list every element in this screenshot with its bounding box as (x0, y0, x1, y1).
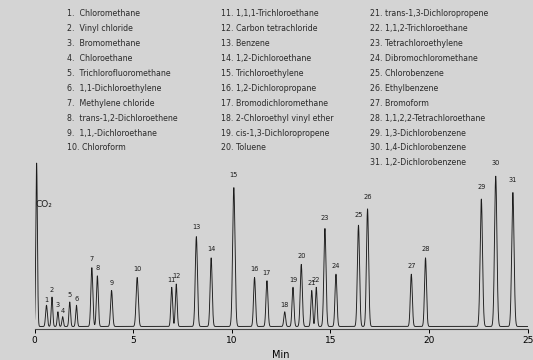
Text: 18. 2-Chloroethyl vinyl ether: 18. 2-Chloroethyl vinyl ether (221, 114, 334, 123)
Text: 12: 12 (172, 273, 181, 279)
Text: 26: 26 (364, 194, 372, 201)
Text: 6: 6 (74, 296, 78, 302)
Text: 9.  1,1,-Dichloroethane: 9. 1,1,-Dichloroethane (67, 129, 157, 138)
Text: 18: 18 (280, 302, 289, 309)
Text: 29. 1,3-Dichlorobenzene: 29. 1,3-Dichlorobenzene (370, 129, 466, 138)
Text: 13: 13 (192, 224, 200, 230)
Text: 5: 5 (68, 292, 72, 298)
Text: 5.  Trichlorofluoromethane: 5. Trichlorofluoromethane (67, 69, 170, 78)
Text: 30: 30 (491, 160, 500, 166)
Text: 15. Trichloroethylene: 15. Trichloroethylene (221, 69, 304, 78)
Text: 23: 23 (321, 215, 329, 221)
Text: 1.  Chloromethane: 1. Chloromethane (67, 9, 140, 18)
Text: 27. Bromoform: 27. Bromoform (370, 99, 429, 108)
Text: 10: 10 (133, 266, 141, 273)
Text: 4.  Chloroethane: 4. Chloroethane (67, 54, 132, 63)
Text: 15: 15 (230, 172, 238, 178)
Text: 16. 1,2-Dichloropropane: 16. 1,2-Dichloropropane (221, 84, 316, 93)
Text: CO₂: CO₂ (35, 200, 52, 209)
Text: 14: 14 (207, 246, 215, 252)
Text: 10. Chloroform: 10. Chloroform (67, 144, 125, 153)
Text: 27: 27 (407, 263, 416, 269)
Text: 8: 8 (95, 265, 100, 271)
Text: 16: 16 (251, 266, 259, 273)
Text: 3.  Bromomethane: 3. Bromomethane (67, 39, 140, 48)
Text: 21: 21 (308, 280, 316, 286)
Text: 1: 1 (44, 297, 49, 303)
Text: 23. Tetrachloroethylene: 23. Tetrachloroethylene (370, 39, 463, 48)
Text: 22. 1,1,2-Trichloroethane: 22. 1,1,2-Trichloroethane (370, 24, 468, 33)
Text: 26. Ethylbenzene: 26. Ethylbenzene (370, 84, 439, 93)
Text: 24: 24 (332, 263, 340, 269)
Text: 8.  trans-1,2-Dichloroethene: 8. trans-1,2-Dichloroethene (67, 114, 177, 123)
Text: 17: 17 (263, 270, 271, 276)
Text: 25. Chlorobenzene: 25. Chlorobenzene (370, 69, 444, 78)
Text: 17. Bromodichloromethane: 17. Bromodichloromethane (221, 99, 328, 108)
Text: 2: 2 (50, 287, 54, 293)
Text: 11. 1,1,1-Trichloroethane: 11. 1,1,1-Trichloroethane (221, 9, 319, 18)
Text: 31: 31 (509, 177, 517, 183)
Text: 19. cis-1,3-Dichloropropene: 19. cis-1,3-Dichloropropene (221, 129, 329, 138)
Text: 28: 28 (421, 246, 430, 252)
Text: 9: 9 (109, 280, 114, 286)
Text: 3: 3 (56, 302, 60, 309)
Text: 31. 1,2-Dichlorobenzene: 31. 1,2-Dichlorobenzene (370, 158, 466, 167)
Text: 28. 1,1,2,2-Tetrachloroethane: 28. 1,1,2,2-Tetrachloroethane (370, 114, 486, 123)
Text: 21. trans-1,3-Dichloropropene: 21. trans-1,3-Dichloropropene (370, 9, 489, 18)
Text: 4: 4 (61, 308, 65, 314)
Text: 7: 7 (90, 256, 94, 262)
X-axis label: Min: Min (272, 350, 290, 360)
Text: 2.  Vinyl chloride: 2. Vinyl chloride (67, 24, 133, 33)
Text: 25: 25 (354, 212, 363, 218)
Text: 20. Toluene: 20. Toluene (221, 144, 266, 153)
Text: 29: 29 (477, 184, 486, 190)
Text: 20: 20 (297, 253, 305, 259)
Text: 13. Benzene: 13. Benzene (221, 39, 270, 48)
Text: 14. 1,2-Dichloroethane: 14. 1,2-Dichloroethane (221, 54, 311, 63)
Text: 19: 19 (289, 277, 297, 283)
Text: 6.  1,1-Dichloroethylene: 6. 1,1-Dichloroethylene (67, 84, 161, 93)
Text: 7.  Methylene chloride: 7. Methylene chloride (67, 99, 154, 108)
Text: 12. Carbon tetrachloride: 12. Carbon tetrachloride (221, 24, 318, 33)
Text: 11: 11 (167, 277, 176, 283)
Text: 24. Dibromochloromethane: 24. Dibromochloromethane (370, 54, 478, 63)
Text: 22: 22 (312, 277, 320, 283)
Text: 30. 1,4-Dichlorobenzene: 30. 1,4-Dichlorobenzene (370, 144, 466, 153)
